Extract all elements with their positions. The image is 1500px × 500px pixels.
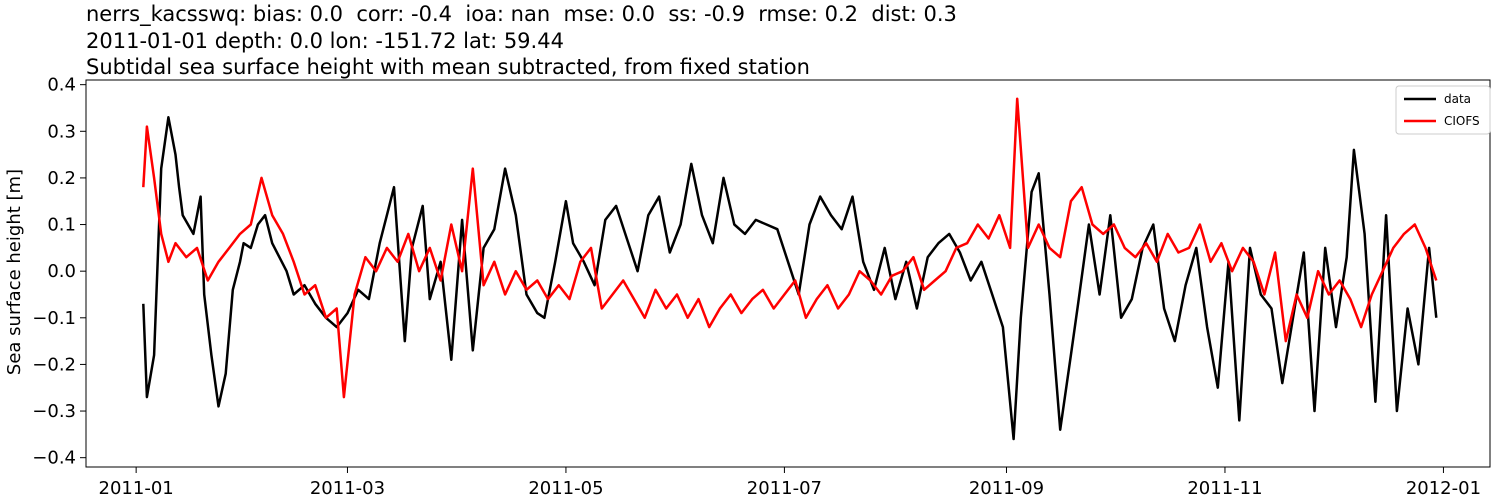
title-description: Subtidal sea surface height with mean su… xyxy=(86,55,810,79)
series-line-data xyxy=(142,116,1438,441)
y-tick-label: 0.1 xyxy=(47,215,76,236)
x-tick-label: 2011-05 xyxy=(528,478,603,499)
y-axis-label: Sea surface height [m] xyxy=(4,169,25,375)
legend-data-label: data xyxy=(1444,92,1471,106)
x-tick-label: 2011-03 xyxy=(310,478,385,499)
y-tick-label: −0.2 xyxy=(32,354,76,375)
y-tick-label: 0.0 xyxy=(47,261,76,282)
x-tick-label: 2012-01 xyxy=(1406,478,1481,499)
legend-ciofs-label: CIOFS xyxy=(1444,114,1480,128)
y-tick-label: −0.3 xyxy=(32,401,76,422)
y-tick-label: −0.1 xyxy=(32,308,76,329)
legend: data CIOFS xyxy=(1395,85,1491,135)
y-tick-label: 0.2 xyxy=(47,168,76,189)
title-station-info: 2011-01-01 depth: 0.0 lon: -151.72 lat: … xyxy=(86,29,564,53)
y-tick-label: 0.3 xyxy=(47,121,76,142)
x-tick-label: 2011-09 xyxy=(969,478,1044,499)
series-line-ciofs xyxy=(142,97,1438,399)
axes: 2011-01 2011-03 2011-05 2011-07 2011-09 2011-… xyxy=(32,75,1491,499)
plot-frame xyxy=(85,79,1491,468)
y-tick-label: 0.4 xyxy=(47,75,76,96)
x-tick-label: 2011-07 xyxy=(747,478,822,499)
x-tick-label: 2011-11 xyxy=(1187,478,1262,499)
plot-area xyxy=(142,97,1438,441)
title-metrics: nerrs_kacsswq: bias: 0.0 corr: -0.4 ioa:… xyxy=(86,2,957,26)
x-tick-label: 2011-01 xyxy=(99,478,174,499)
y-tick-label: −0.4 xyxy=(32,448,76,469)
